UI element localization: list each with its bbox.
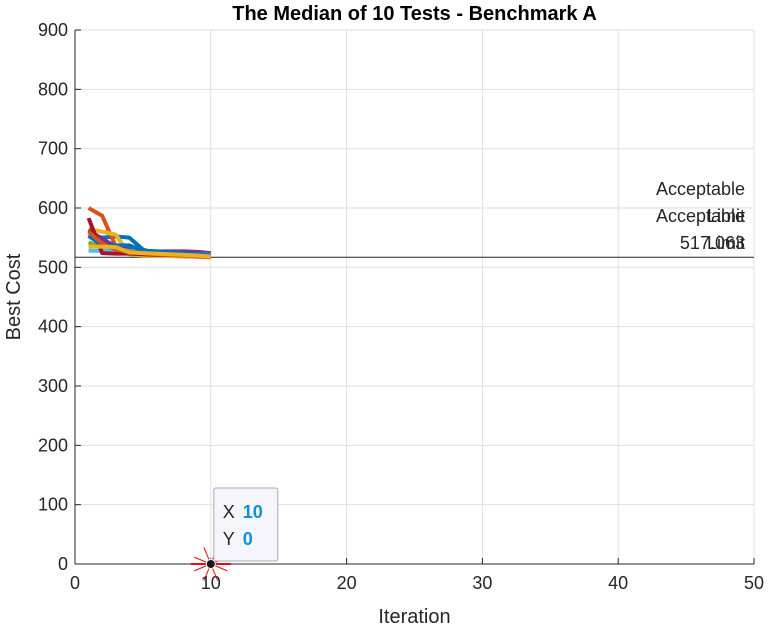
datatip-label: X <box>223 502 235 522</box>
x-tick-label: 40 <box>608 573 628 593</box>
datatip-label: Y <box>223 529 235 549</box>
x-tick-label: 0 <box>70 573 80 593</box>
acceptable-limit-annotation: 517.063 <box>680 233 745 253</box>
datatip-point <box>205 559 216 569</box>
datatip-layer: X 10 Y 0 <box>190 487 279 581</box>
datatip-ray <box>193 564 209 572</box>
datatip-box[interactable]: X 10 Y 0 <box>213 487 279 562</box>
x-axis-label: Iteration <box>378 606 450 628</box>
y-tick-label: 200 <box>38 435 68 455</box>
plot-area[interactable] <box>75 30 754 564</box>
y-tick-label: 300 <box>38 376 68 396</box>
y-tick-label: 0 <box>58 554 68 574</box>
datatip-background <box>213 487 279 562</box>
y-axis-label: Best Cost <box>3 253 25 340</box>
acceptable-limit-annotation: Limit <box>707 206 745 226</box>
y-tick-label: 900 <box>38 20 68 40</box>
y-tick-label: 700 <box>38 139 68 159</box>
acceptable-limit-annotation: Limit <box>707 233 745 253</box>
acceptable-limit-annotation: Acceptable <box>656 206 745 226</box>
y-tick-label: 400 <box>38 317 68 337</box>
datatip-value: 0 <box>243 529 253 549</box>
datatip-value: 10 <box>243 502 263 522</box>
acceptable-limit-annotation: Acceptable <box>656 179 745 199</box>
datatip-ray <box>203 547 211 562</box>
datatip-ray <box>193 556 209 564</box>
datatip-marker[interactable] <box>190 547 231 581</box>
x-tick-label: 20 <box>337 573 357 593</box>
grid <box>74 29 755 565</box>
y-tick-label: 600 <box>38 198 68 218</box>
datatip-ray <box>211 566 219 581</box>
chart-title: The Median of 10 Tests - Benchmark A <box>232 3 597 25</box>
x-tick-label: 10 <box>201 573 221 593</box>
x-tick-label: 50 <box>744 573 764 593</box>
x-tick-label: 30 <box>472 573 492 593</box>
y-tick-label: 800 <box>38 79 68 99</box>
datatip-ray <box>213 564 228 572</box>
y-tick-label: 500 <box>38 257 68 277</box>
y-tick-label: 100 <box>38 495 68 515</box>
series-layer <box>86 206 212 260</box>
series-line-10[interactable] <box>88 244 211 259</box>
datatip-ray <box>203 566 211 581</box>
